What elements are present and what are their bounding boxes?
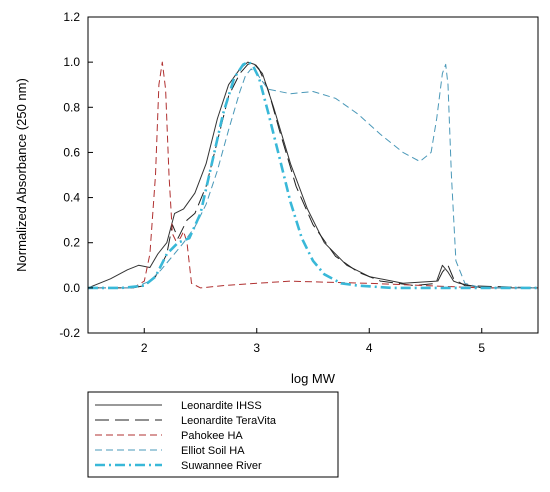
legend-label: Elliot Soil HA [181,445,245,457]
series-line-3 [88,61,538,289]
legend: Leonardite IHSS Leonardite TeraVita Pahoke… [87,391,339,478]
y-tick-label: 0.4 [63,191,80,205]
x-tick-label: 4 [366,341,373,355]
legend-label: Leonardite TeraVita [181,415,277,427]
y-tick-label: 0.8 [63,100,80,114]
x-axis-title: log MW [291,371,336,386]
y-tick-label: 1.0 [63,55,80,69]
y-tick-label: -0.2 [59,326,80,340]
legend-label: Suwannee River [181,460,262,472]
y-axis-title: Normalized Absorbance (250 nm) [14,78,29,272]
y-tick-label: 0.2 [63,236,80,250]
y-tick-label: 0.0 [63,281,80,295]
axes: 2 3 4 5 -0.2 0.0 0.2 0.4 0.6 0.8 1.0 1.2 [59,10,485,355]
series-line-2 [88,61,538,289]
series-line-4 [88,63,538,289]
x-tick-label: 2 [141,341,148,355]
series-group [88,60,538,290]
legend-label: Leonardite IHSS [181,400,262,412]
x-tick-label: 5 [478,341,485,355]
plot-frame [87,16,539,334]
x-tick-label: 3 [253,341,260,355]
y-tick-label: 0.6 [63,145,80,159]
y-tick-label: 1.2 [63,10,80,24]
legend-label: Pahokee HA [181,430,243,442]
